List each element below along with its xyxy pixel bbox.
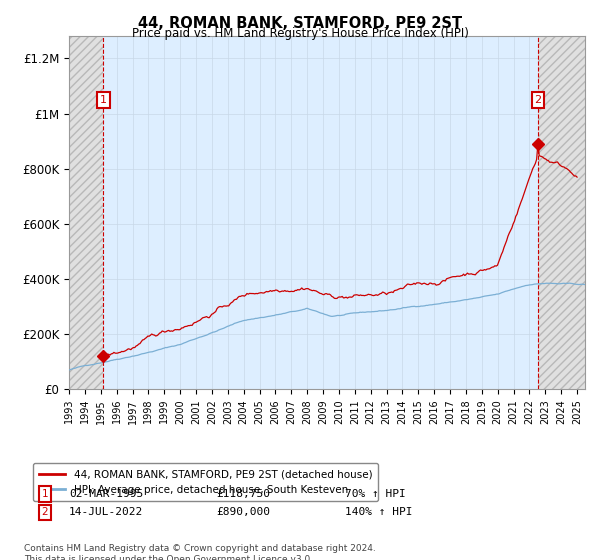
Text: Price paid vs. HM Land Registry's House Price Index (HPI): Price paid vs. HM Land Registry's House … [131, 27, 469, 40]
Text: 1: 1 [100, 95, 107, 105]
Text: 70% ↑ HPI: 70% ↑ HPI [345, 489, 406, 499]
Text: 02-MAR-1995: 02-MAR-1995 [69, 489, 143, 499]
Text: 140% ↑ HPI: 140% ↑ HPI [345, 507, 413, 517]
Text: 2: 2 [41, 507, 49, 517]
Text: 44, ROMAN BANK, STAMFORD, PE9 2ST: 44, ROMAN BANK, STAMFORD, PE9 2ST [138, 16, 462, 31]
Text: 2: 2 [535, 95, 542, 105]
Bar [69, 36, 103, 389]
Bar [538, 36, 585, 389]
Legend: 44, ROMAN BANK, STAMFORD, PE9 2ST (detached house), HPI: Average price, detached: 44, ROMAN BANK, STAMFORD, PE9 2ST (detac… [33, 463, 379, 501]
Text: Contains HM Land Registry data © Crown copyright and database right 2024.
This d: Contains HM Land Registry data © Crown c… [24, 544, 376, 560]
Text: 14-JUL-2022: 14-JUL-2022 [69, 507, 143, 517]
Bar [69, 36, 103, 389]
Bar [69, 36, 103, 389]
Text: 1: 1 [41, 489, 49, 499]
Text: £118,750: £118,750 [216, 489, 270, 499]
Bar [538, 36, 585, 389]
Text: £890,000: £890,000 [216, 507, 270, 517]
